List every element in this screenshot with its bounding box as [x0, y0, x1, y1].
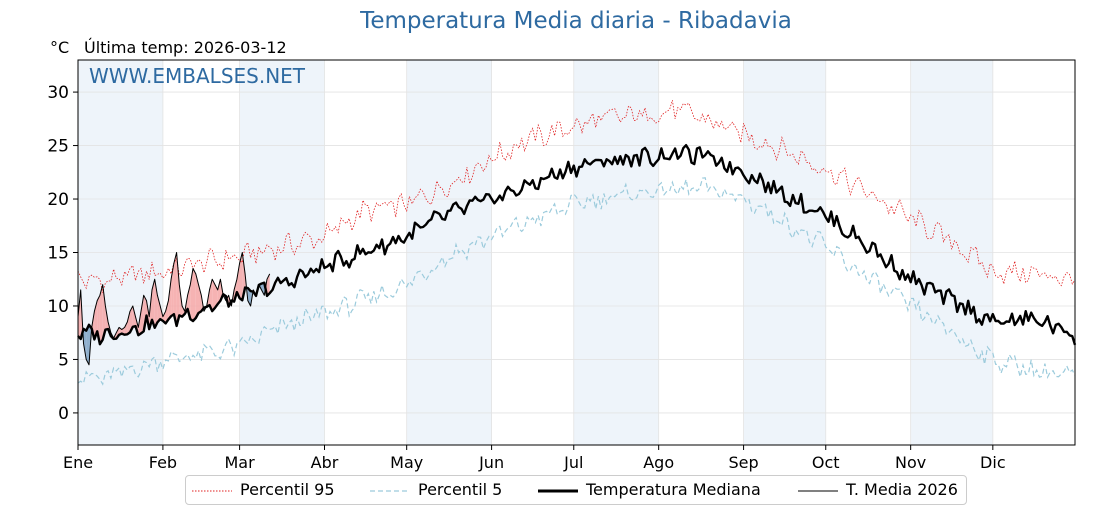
chart-plot: 0 5 10 15 20 25 30 Ene Feb Mar Abr May Jun Jul Ago Sep O…: [0, 0, 1120, 475]
x-tick-label: Dic: [980, 453, 1006, 472]
y-tick-label: 30: [47, 83, 69, 103]
legend-label-median: Temperatura Mediana: [586, 480, 761, 499]
x-tick-label: Ene: [63, 453, 93, 472]
legend-label-current: T. Media 2026: [846, 480, 958, 499]
y-tick-label: 25: [47, 137, 69, 157]
legend-label-p5: Percentil 5: [418, 480, 502, 499]
x-tick-label: Nov: [895, 453, 926, 472]
legend-swatch-median: [538, 484, 578, 498]
x-tick-label: Mar: [225, 453, 256, 472]
x-tick-label: Jul: [563, 453, 583, 472]
x-tick-label: Sep: [729, 453, 759, 472]
legend-swatch-current: [798, 484, 838, 498]
watermark-text: WWW.EMBALSES.NET: [89, 64, 306, 88]
y-tick-label: 20: [47, 190, 69, 210]
x-tick-label: Oct: [812, 453, 840, 472]
y-tick-label: 10: [47, 297, 69, 317]
x-tick-label: Abr: [311, 453, 339, 472]
y-tick-label: 15: [47, 244, 69, 264]
y-tick-label: 5: [58, 350, 69, 370]
y-tick-label: 0: [58, 404, 69, 424]
legend-swatch-p95: [192, 484, 232, 498]
x-tick-label: Jun: [478, 453, 504, 472]
legend-swatch-p5: [370, 484, 410, 498]
x-tick-label: May: [390, 453, 423, 472]
anomaly-fill: [193, 269, 196, 322]
legend: Percentil 95 Percentil 5 Temperatura Med…: [185, 475, 967, 505]
legend-label-p95: Percentil 95: [240, 480, 335, 499]
x-tick-label: Feb: [149, 453, 177, 472]
x-tick-label: Ago: [643, 453, 674, 472]
